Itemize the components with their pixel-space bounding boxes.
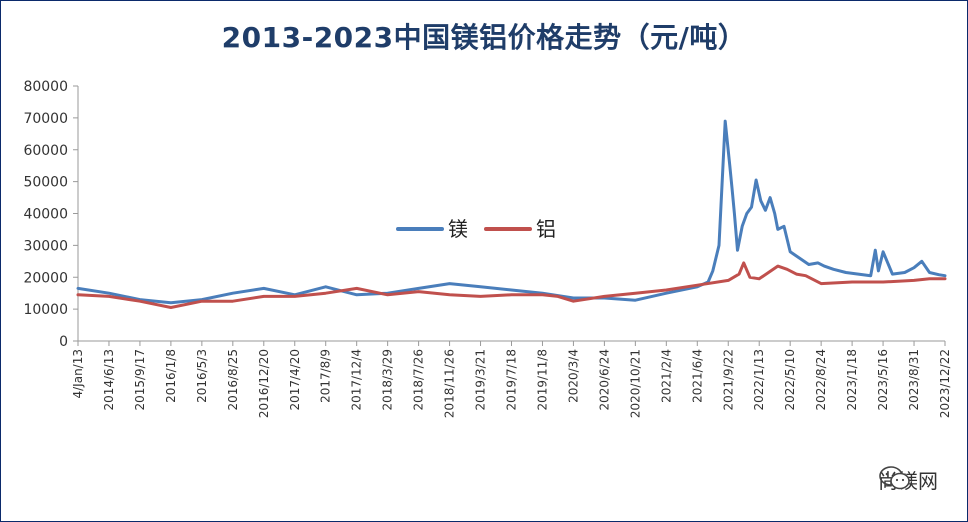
x-tick-label: 2019/7/18 [505,349,519,411]
x-tick-label: 2016/12/20 [257,349,271,418]
x-tick-label: 2023/5/16 [876,349,890,411]
x-tick-label: 2016/5/3 [195,349,209,403]
chart-series [76,119,947,309]
x-tick-label: 2015/9/17 [133,349,147,411]
y-tick-label: 20000 [23,270,68,286]
x-tick-label: 2020/10/21 [628,349,642,418]
legend-label-0: 镁 [448,217,468,241]
x-tick-label: 2016/8/25 [226,349,240,411]
chart-title: 2013-2023中国镁铝价格走势（元/吨） [221,21,747,54]
x-tick-label: 2022/5/10 [783,349,797,411]
x-tick-label: 2019/11/8 [535,349,549,411]
x-tick-label: 2018/3/29 [381,349,395,411]
x-tick-label: 2022/8/24 [814,349,828,411]
y-tick-label: 30000 [23,238,68,254]
y-tick-label: 10000 [23,302,68,318]
x-tick-label: 2018/11/26 [443,349,457,418]
x-tick-label: 2021/2/4 [659,349,673,403]
series-line-1 [76,261,947,309]
x-tick-label: 2022/1/13 [752,349,766,411]
x-tick-label: 2021/6/4 [690,349,704,403]
x-tick-label: 4/Jan/13 [71,349,85,399]
y-tick-label: 60000 [23,143,68,159]
legend-label-1: 铝 [536,217,556,241]
x-tick-label: 2016/1/8 [164,349,178,403]
x-tick-label: 2023/12/22 [938,349,952,418]
x-tick-label: 2017/8/9 [319,349,333,403]
x-tick-label: 2014/6/13 [102,349,116,411]
wechat-icon [879,466,910,490]
x-tick-label: 2017/4/20 [288,349,302,411]
x-tick-label: 2021/9/22 [721,349,735,411]
x-tick-label: 2023/8/31 [907,349,921,411]
chart-axes: 0 10000 20000 30000 40000 50000 60000 70000 8000… [23,79,952,418]
x-tick-label: 2017/12/4 [350,349,364,411]
x-tick-label: 2020/3/4 [566,349,580,403]
x-tick-label: 2023/1/18 [845,349,859,411]
series-line-0 [76,119,947,305]
y-tick-label: 80000 [23,79,68,95]
x-tick-label: 2019/3/21 [474,349,488,411]
y-tick-label: 50000 [23,175,68,191]
watermark: 尚镁网 [878,465,938,494]
chart-legend: 镁铝 [396,217,556,241]
y-tick-label: 40000 [23,207,68,223]
y-tick-label: 0 [59,334,68,350]
x-tick-label: 2020/6/24 [597,349,611,411]
y-tick-label: 70000 [23,111,68,127]
x-tick-label: 2018/7/26 [412,349,426,411]
